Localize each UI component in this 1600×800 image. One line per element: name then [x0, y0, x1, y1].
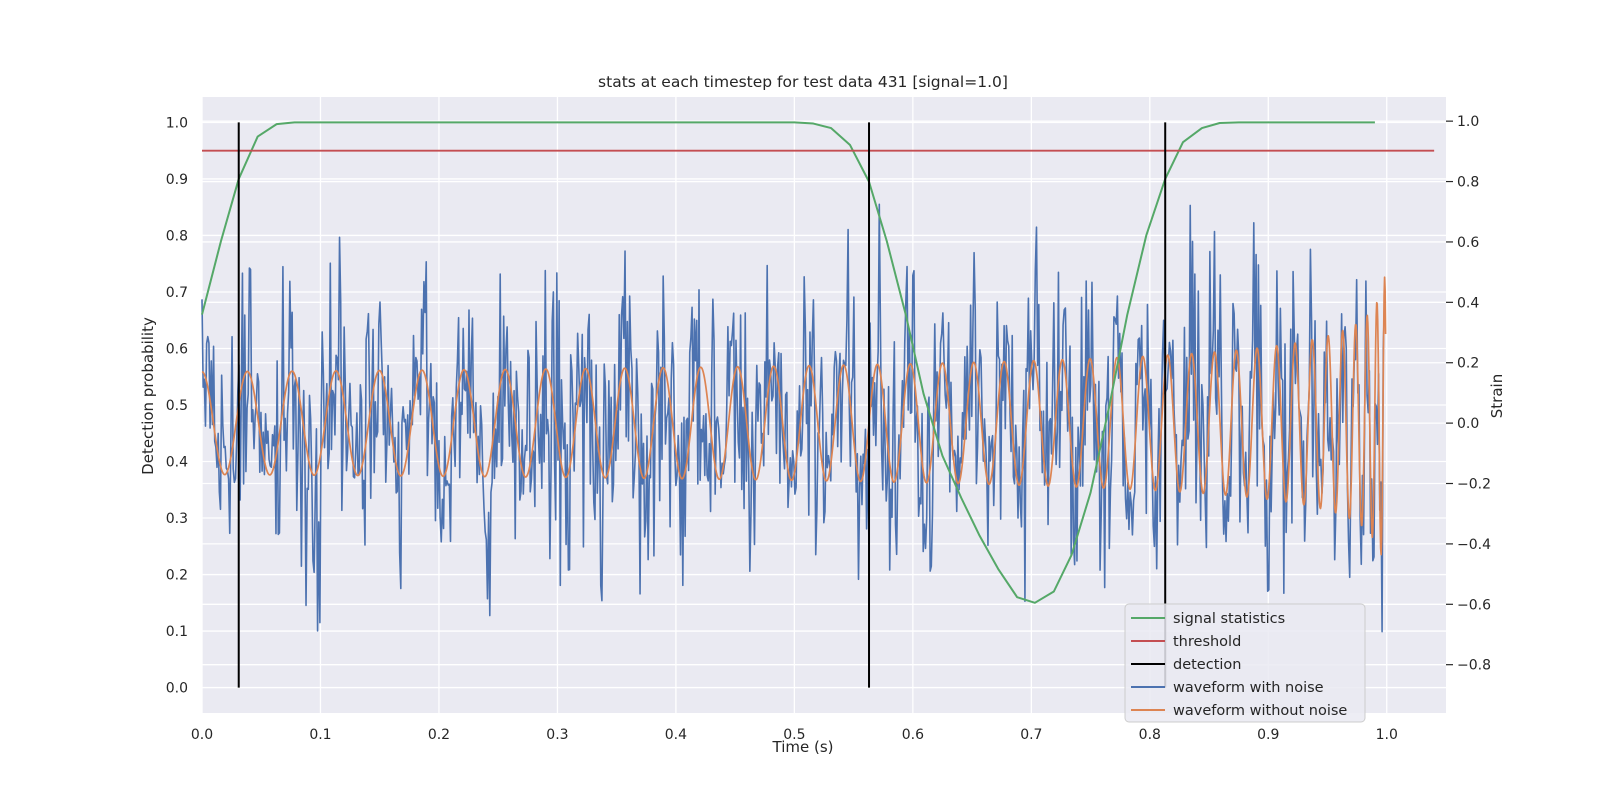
right-y-tick-label: −0.4: [1457, 537, 1491, 553]
x-tick-label: 0.9: [1257, 727, 1279, 743]
x-axis-label: Time (s): [772, 738, 834, 756]
x-tick-label: 0.2: [428, 727, 450, 743]
right-y-tick-label: 1.0: [1457, 114, 1479, 130]
right-y-tick-label: −0.8: [1457, 658, 1491, 674]
legend: signal statistics threshold detection wavef…: [1124, 603, 1366, 723]
right-y-tick-label: 0.0: [1457, 416, 1479, 432]
right-y-tick-label: 0.8: [1457, 175, 1479, 191]
left-y-tick-label: 0.3: [166, 511, 188, 527]
left-y-tick-label: 0.2: [166, 568, 188, 584]
legend-label-waveform-with-noise: waveform with noise: [1173, 680, 1324, 696]
left-y-tick-label: 0.8: [166, 228, 188, 244]
left-y-tick-label: 0.4: [166, 455, 188, 471]
x-tick-label: 0.0: [191, 727, 213, 743]
legend-box: [1124, 603, 1366, 723]
right-y-tick-label: −0.2: [1457, 477, 1491, 493]
x-tick-label: 0.3: [546, 727, 568, 743]
waveform-without-noise-line: [201, 276, 1387, 556]
x-tick-label: 0.8: [1139, 727, 1161, 743]
x-tick-label: 0.1: [309, 727, 331, 743]
x-tick-label: 1.0: [1376, 727, 1398, 743]
left-y-tick-label: 0.6: [166, 341, 188, 357]
right-y-tick-label: 0.4: [1457, 295, 1479, 311]
legend-label-waveform-without-noise: waveform without noise: [1173, 703, 1347, 719]
legend-label-threshold: threshold: [1173, 634, 1241, 650]
left-y-tick-label: 0.7: [166, 285, 188, 301]
chart-title: stats at each timestep for test data 431…: [598, 73, 1008, 91]
x-tick-label: 0.5: [783, 727, 805, 743]
x-tick-label: 0.7: [1020, 727, 1042, 743]
left-y-tick-label: 0.9: [166, 172, 188, 188]
right-y-axis-label: Strain: [1488, 374, 1506, 418]
left-y-axis-label: Detection probability: [139, 317, 157, 475]
legend-label-signal-statistics: signal statistics: [1173, 611, 1285, 627]
left-y-tick-label: 1.0: [166, 115, 188, 131]
axis-ticks: 0.0 0.1 0.2 0.3 0.4 0.5 0.6 0.7 0.8 0.9 1.0 0.0 0.1 0…: [166, 114, 1491, 743]
left-y-tick-label: 0.0: [166, 681, 188, 697]
signal-statistics-line: [201, 121, 1375, 604]
left-y-tick-label: 0.1: [166, 624, 188, 640]
detection-series: [237, 122, 1167, 688]
left-y-tick-label: 0.5: [166, 398, 188, 414]
waveform-without-noise-series: [201, 276, 1387, 556]
x-tick-label: 0.6: [902, 727, 924, 743]
right-y-tick-label: 0.6: [1457, 235, 1479, 251]
legend-label-detection: detection: [1173, 657, 1241, 673]
x-tick-label: 0.4: [665, 727, 687, 743]
signal-statistics-series: [201, 121, 1375, 604]
right-y-tick-label: −0.6: [1457, 597, 1491, 613]
right-y-tick-label: 0.2: [1457, 356, 1479, 372]
